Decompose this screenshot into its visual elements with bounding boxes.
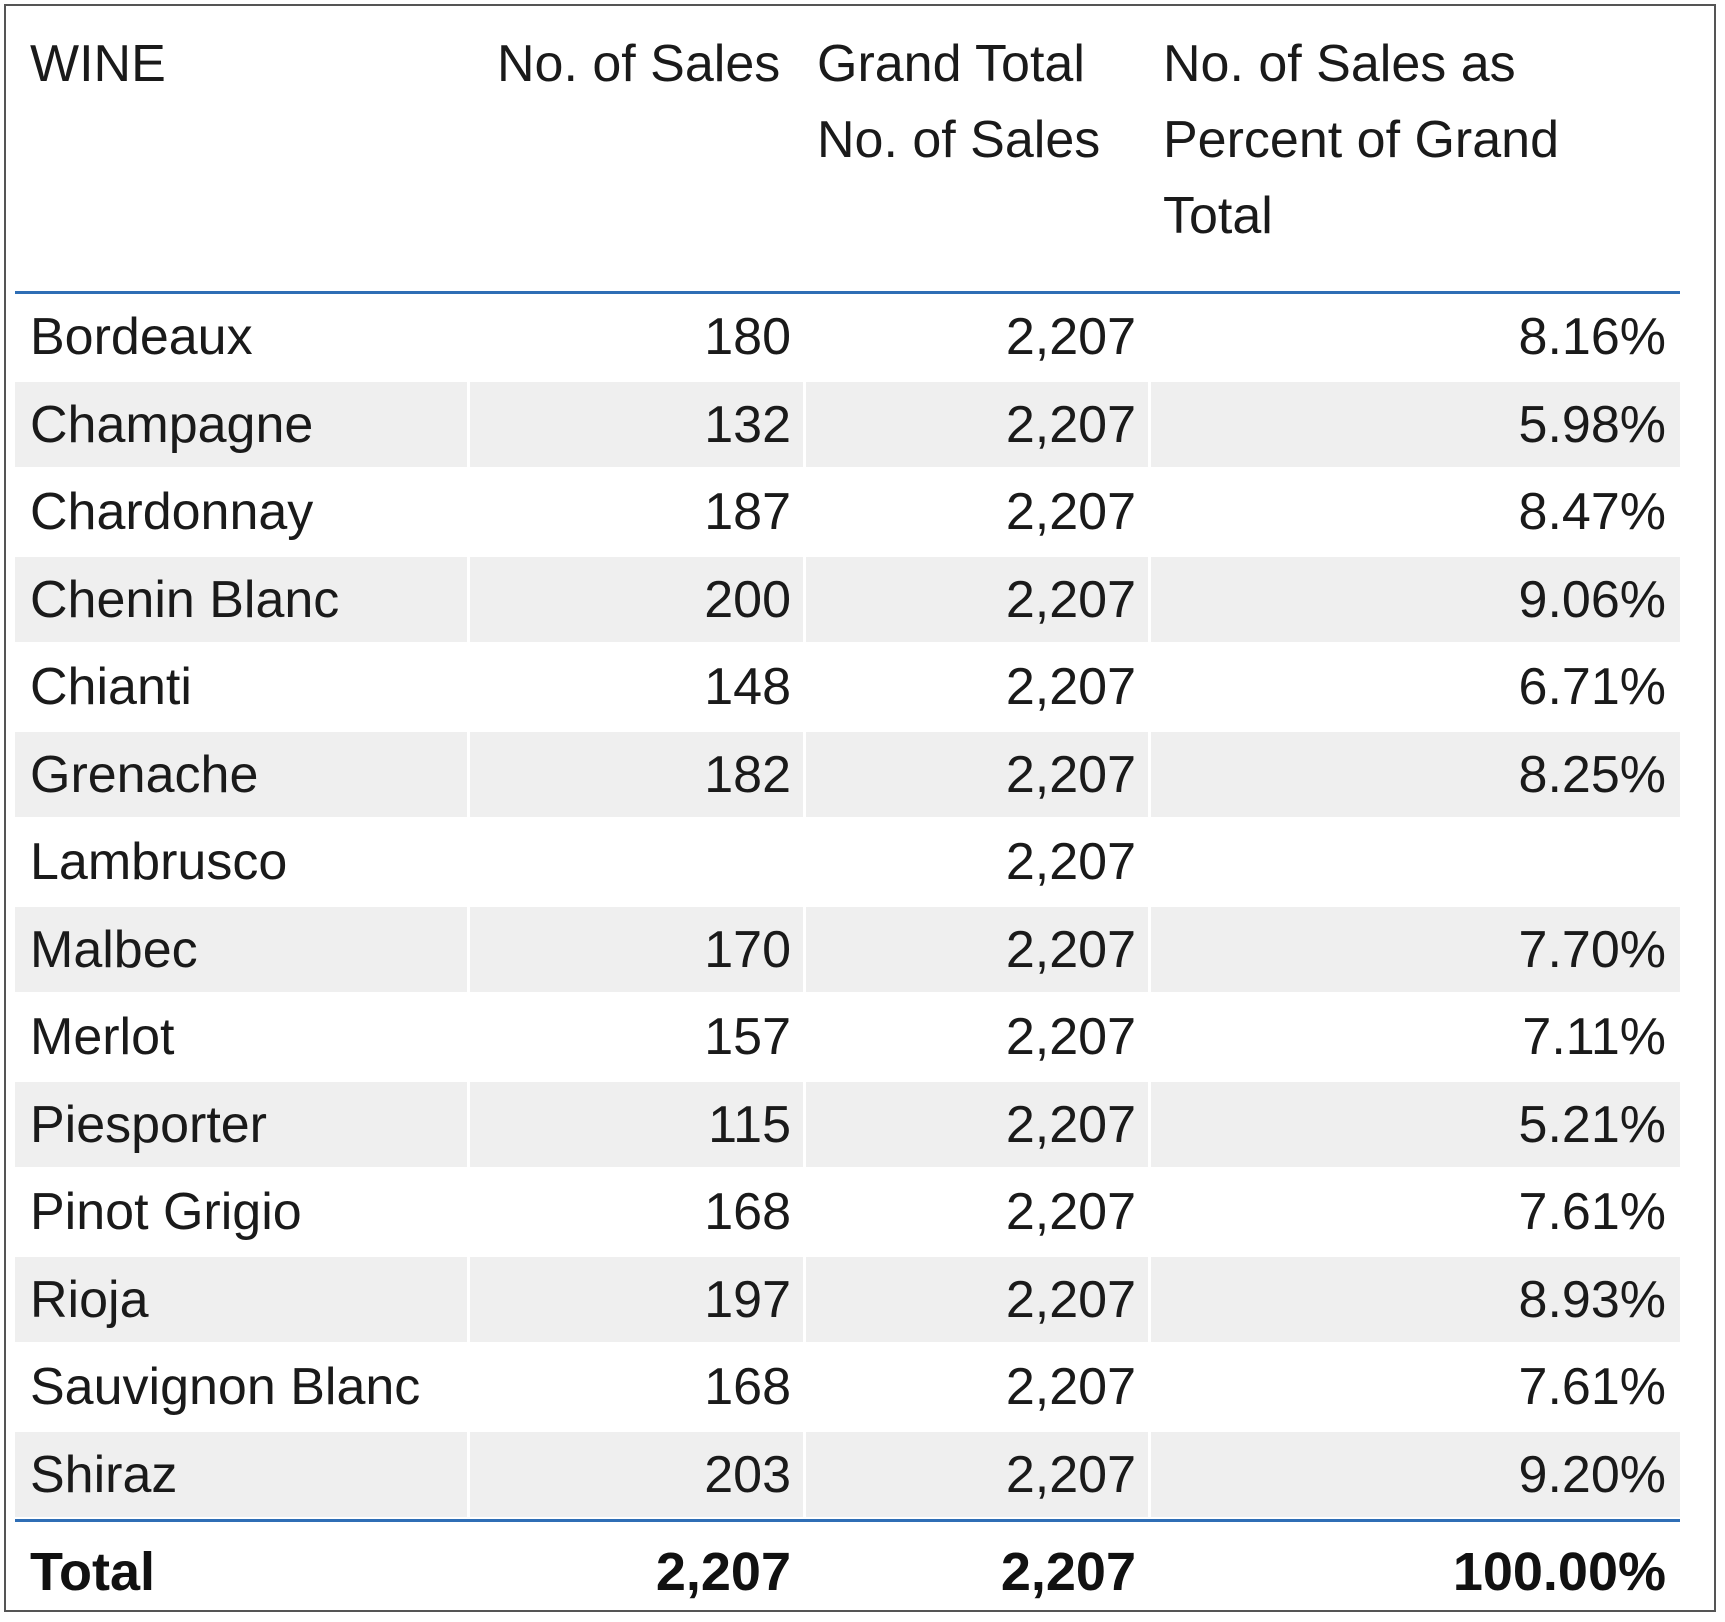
grand-total-cell: 2,207 <box>803 469 1148 557</box>
grand-total-cell: 2,207 <box>803 731 1148 819</box>
percent-cell: 5.98% <box>1148 381 1680 469</box>
percent-cell: 8.25% <box>1148 731 1680 819</box>
total-sales: 2,207 <box>655 1542 791 1602</box>
wine-sales-table: WINE No. of Sales Grand Total No. of Sal… <box>15 12 1680 1622</box>
wine-cell: Bordeaux <box>15 294 467 382</box>
sales-cell: 187 <box>467 469 803 557</box>
wine-cell: Rioja <box>15 1257 467 1344</box>
column-header-percent[interactable]: No. of Sales as Percent of Grand Total <box>1163 35 1559 245</box>
column-header-grand-total[interactable]: Grand Total No. of Sales <box>817 35 1101 169</box>
grand-total-cell: 2,207 <box>803 644 1148 732</box>
grand-total-cell: 2,207 <box>803 1256 1148 1344</box>
column-header-sales[interactable]: No. of Sales <box>497 35 781 93</box>
sales-cell: 200 <box>467 556 803 644</box>
wine-cell: Pinot Grigio <box>15 1169 467 1257</box>
percent-cell: 8.47% <box>1148 469 1680 557</box>
wine-cell: Chenin Blanc <box>15 557 467 644</box>
sales-cell: 115 <box>467 1081 803 1169</box>
percent-cell: 6.71% <box>1148 644 1680 732</box>
sales-cell: 197 <box>467 1256 803 1344</box>
grand-total-cell: 2,207 <box>803 1431 1148 1519</box>
wine-cell: Lambrusco <box>15 819 467 907</box>
grand-total-cell: 2,207 <box>803 1344 1148 1432</box>
wine-cell: Champagne <box>15 382 467 469</box>
wine-cell: Chardonnay <box>15 469 467 557</box>
percent-cell <box>1148 819 1680 907</box>
table-row[interactable]: Chardonnay 187 2,207 8.47% <box>15 469 1680 557</box>
sales-cell <box>467 819 803 907</box>
total-row: Total 2,207 2,207 100.00% <box>15 1519 1680 1622</box>
table-row[interactable]: Shiraz 203 2,207 9.20% <box>15 1431 1680 1519</box>
wine-cell: Chianti <box>15 644 467 732</box>
total-percent: 100.00% <box>1452 1542 1666 1602</box>
table-row[interactable]: Bordeaux 180 2,207 8.16% <box>15 294 1680 382</box>
table-header-row: WINE No. of Sales Grand Total No. of Sal… <box>15 12 1680 294</box>
wine-cell: Malbec <box>15 907 467 994</box>
table-row[interactable]: Lambrusco 2,207 <box>15 819 1680 907</box>
table-row[interactable]: Grenache 182 2,207 8.25% <box>15 731 1680 819</box>
wine-cell: Merlot <box>15 994 467 1082</box>
sales-cell: 180 <box>467 294 803 382</box>
table-row[interactable]: Chianti 148 2,207 6.71% <box>15 644 1680 732</box>
percent-cell: 7.61% <box>1148 1169 1680 1257</box>
percent-cell: 7.61% <box>1148 1344 1680 1432</box>
sales-cell: 148 <box>467 644 803 732</box>
sales-cell: 168 <box>467 1344 803 1432</box>
total-label: Total <box>30 1542 155 1602</box>
percent-cell: 9.06% <box>1148 556 1680 644</box>
grand-total-cell: 2,207 <box>803 819 1148 907</box>
percent-cell: 5.21% <box>1148 1081 1680 1169</box>
wine-cell: Shiraz <box>15 1432 467 1519</box>
grand-total-cell: 2,207 <box>803 906 1148 994</box>
grand-total-cell: 2,207 <box>803 1081 1148 1169</box>
table-frame <box>4 4 1716 1612</box>
wine-cell: Piesporter <box>15 1082 467 1169</box>
grand-total-cell: 2,207 <box>803 1169 1148 1257</box>
percent-cell: 7.70% <box>1148 906 1680 994</box>
table-row[interactable]: Malbec 170 2,207 7.70% <box>15 906 1680 994</box>
table-body: Bordeaux 180 2,207 8.16% Champagne 132 2,207 5.… <box>15 294 1680 1519</box>
percent-cell: 8.93% <box>1148 1256 1680 1344</box>
grand-total-cell: 2,207 <box>803 556 1148 644</box>
wine-cell: Grenache <box>15 732 467 819</box>
column-header-wine[interactable]: WINE <box>30 35 166 93</box>
grand-total-cell: 2,207 <box>803 994 1148 1082</box>
table-row[interactable]: Chenin Blanc 200 2,207 9.06% <box>15 556 1680 644</box>
percent-cell: 7.11% <box>1148 994 1680 1082</box>
table-row[interactable]: Piesporter 115 2,207 5.21% <box>15 1081 1680 1169</box>
table-row[interactable]: Champagne 132 2,207 5.98% <box>15 381 1680 469</box>
grand-total-cell: 2,207 <box>803 381 1148 469</box>
wine-cell: Sauvignon Blanc <box>15 1344 467 1432</box>
table-row[interactable]: Merlot 157 2,207 7.11% <box>15 994 1680 1082</box>
sales-cell: 168 <box>467 1169 803 1257</box>
grand-total-cell: 2,207 <box>803 294 1148 382</box>
sales-cell: 170 <box>467 906 803 994</box>
table-row[interactable]: Rioja 197 2,207 8.93% <box>15 1256 1680 1344</box>
table-row[interactable]: Sauvignon Blanc 168 2,207 7.61% <box>15 1344 1680 1432</box>
sales-cell: 182 <box>467 731 803 819</box>
percent-cell: 8.16% <box>1148 294 1680 382</box>
table-row[interactable]: Pinot Grigio 168 2,207 7.61% <box>15 1169 1680 1257</box>
sales-cell: 203 <box>467 1431 803 1519</box>
sales-cell: 132 <box>467 381 803 469</box>
percent-cell: 9.20% <box>1148 1431 1680 1519</box>
total-grand-total: 2,207 <box>1000 1542 1136 1602</box>
sales-cell: 157 <box>467 994 803 1082</box>
